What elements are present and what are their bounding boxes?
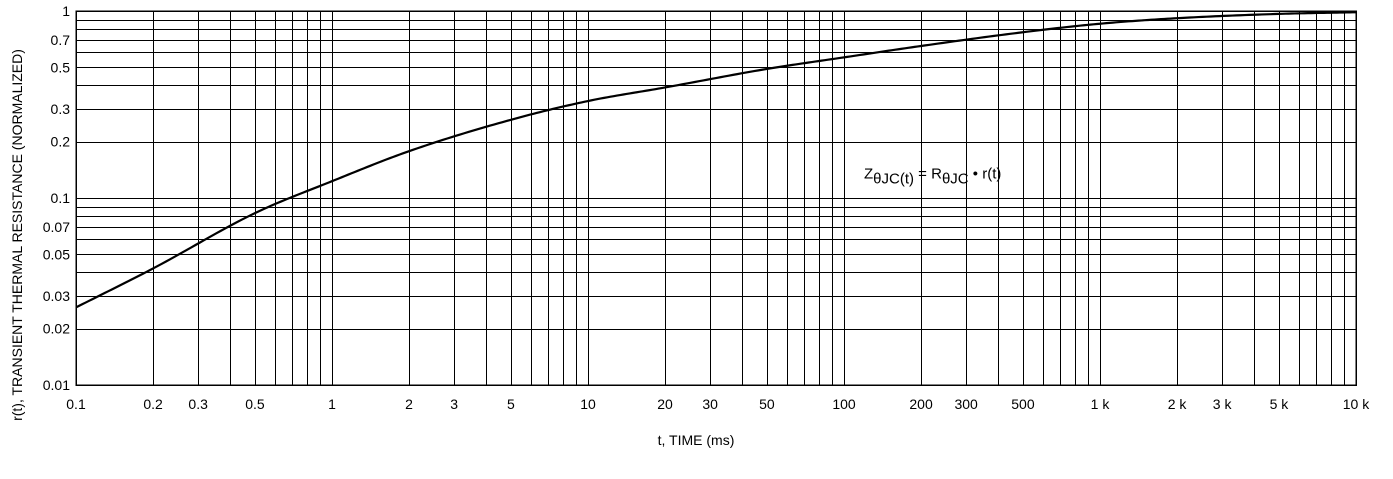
x-tick-label: 0.5: [245, 396, 265, 412]
y-tick-label: 0.1: [51, 190, 71, 206]
y-tick-label: 0.3: [51, 101, 71, 117]
formula-sub-1: θJC(t): [873, 171, 914, 188]
y-tick-label: 0.5: [51, 59, 71, 75]
plot-frame: [75, 10, 1357, 386]
y-tick-label: 0.07: [43, 219, 70, 235]
formula-tail: • r(t): [969, 166, 1002, 183]
x-tick-label: 500: [1011, 396, 1035, 412]
series-line: [75, 11, 1357, 309]
y-tick-label: 0.7: [51, 32, 71, 48]
formula-sub-2: θJC: [942, 171, 969, 188]
y-tick-label: 0.05: [43, 246, 70, 262]
x-tick-label: 5 k: [1270, 396, 1290, 412]
x-tick-label: 20: [657, 396, 673, 412]
x-tick-label: 1 k: [1091, 396, 1111, 412]
x-tick-label: 0.2: [143, 396, 163, 412]
y-tick-label: 0.02: [43, 321, 70, 337]
formula-annotation: ZθJC(t) = RθJC • r(t): [864, 166, 1001, 188]
x-tick-label: 0.1: [66, 396, 86, 412]
x-tick-label: 5: [507, 396, 515, 412]
formula-z: Z: [864, 166, 873, 183]
x-tick-label: 100: [832, 396, 856, 412]
x-tick-label: 3: [450, 396, 458, 412]
y-tick-label: 0.03: [43, 288, 70, 304]
x-axis-title: t, TIME (ms): [658, 432, 735, 448]
x-tick-label: 3 k: [1213, 396, 1233, 412]
y-axis-title: r(t), TRANSIENT THERMAL RESISTANCE (NORM…: [9, 49, 25, 421]
x-tick-label: 10 k: [1343, 396, 1370, 412]
x-tick-label: 2: [405, 396, 413, 412]
x-tick-label: 200: [909, 396, 933, 412]
grid-lines: [76, 11, 1356, 386]
x-tick-label: 30: [702, 396, 718, 412]
y-tick-label: 0.2: [51, 134, 71, 150]
y-tick-label: 1: [62, 3, 70, 19]
tick-labels: 0.1 0.2 0.3 0.5 1 2 3 5 10 20 30 50 100 200 300 500 1 k 2…: [43, 3, 1370, 412]
x-tick-label: 2 k: [1168, 396, 1188, 412]
y-tick-label: 0.01: [43, 377, 70, 393]
x-tick-label: 300: [954, 396, 978, 412]
x-tick-label: 1: [328, 396, 336, 412]
x-tick-label: 50: [759, 396, 775, 412]
formula-mid: = R: [914, 166, 942, 183]
x-tick-label: 0.3: [188, 396, 208, 412]
x-tick-label: 10: [580, 396, 596, 412]
